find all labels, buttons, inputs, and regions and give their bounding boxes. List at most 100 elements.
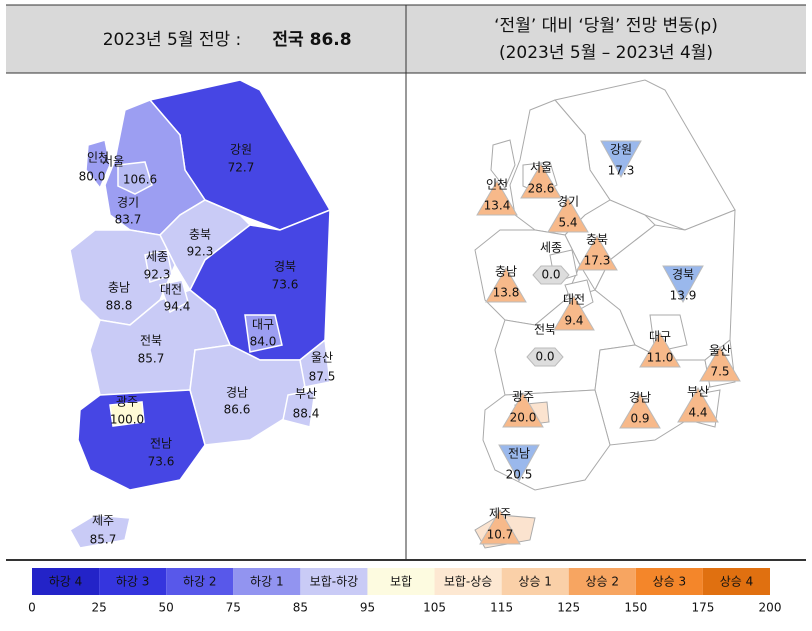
legend-swatch [635, 568, 703, 595]
region-name: 전남 [150, 437, 172, 451]
region-value: 4.4 [688, 406, 707, 420]
region-name: 대구 [649, 330, 671, 344]
region-name: 세종 [146, 250, 168, 264]
legend-tick: 85 [293, 601, 308, 615]
legend-tick: 175 [691, 601, 714, 615]
legend-label: 보합-하강 [310, 575, 359, 589]
legend-label: 하강 2 [183, 575, 217, 589]
legend-label: 하강 3 [116, 575, 150, 589]
region-name: 전북 [140, 334, 162, 348]
legend-swatch [367, 568, 435, 595]
region-value: 92.3 [144, 268, 171, 282]
direction-marker [498, 444, 540, 483]
region-name: 경기 [117, 196, 139, 210]
direction-marker [520, 163, 562, 199]
region [144, 249, 173, 283]
legend-swatch [501, 568, 569, 595]
header-right-sub: (2023년 5월 – 2023년 4월) [499, 43, 713, 63]
region-value: 85.7 [90, 533, 117, 547]
region-name: 강원 [230, 143, 252, 157]
region-name: 대전 [160, 283, 182, 297]
region-name: 강원 [610, 143, 632, 157]
region-name: 전북 [534, 323, 556, 337]
direction-marker [502, 392, 544, 428]
header-total: 전국 86.8 [272, 30, 351, 50]
legend-tick: 105 [423, 601, 446, 615]
legend-swatch [233, 568, 301, 595]
region-value: 10.7 [487, 528, 514, 542]
region-value: 20.0 [510, 411, 537, 425]
direction-marker [532, 265, 570, 285]
legend-label: 상승 3 [653, 575, 687, 589]
region-name: 부산 [687, 385, 709, 399]
header-left: 2023년 5월 전망 : [103, 30, 242, 50]
region-value: 94.4 [164, 300, 191, 314]
legend-tick: 150 [624, 601, 647, 615]
region-value: 0.0 [541, 268, 560, 282]
region-value: 5.4 [558, 216, 577, 230]
region-name: 광주 [512, 390, 534, 404]
region-name: 인천 [486, 177, 508, 192]
region-value: 92.3 [187, 245, 214, 259]
region-value: 9.4 [564, 314, 583, 328]
region-name: 제주 [489, 507, 511, 521]
region-value: 72.7 [228, 161, 255, 175]
direction-marker [600, 140, 642, 179]
region-name: 충남 [108, 281, 130, 295]
legend-tick: 125 [557, 601, 580, 615]
legend-swatch [434, 568, 502, 595]
direction-marker [699, 346, 741, 382]
region-value: 87.5 [309, 370, 336, 384]
region-value: 0.0 [535, 350, 554, 364]
direction-marker [479, 509, 521, 545]
region [490, 139, 516, 189]
region-name: 경남 [226, 386, 248, 400]
legend-label: 하강 1 [250, 575, 284, 589]
region-name: 서울 [102, 155, 124, 169]
region-value: 13.4 [484, 199, 511, 213]
legend-label: 보합-상승 [444, 575, 493, 589]
region [77, 389, 206, 491]
legend-label: 상승 1 [518, 575, 552, 589]
region [109, 401, 145, 427]
direction-marker [526, 347, 564, 367]
legend-tick: 115 [490, 601, 513, 615]
legend-swatch [32, 568, 100, 595]
legend-swatch [300, 568, 368, 595]
region-name: 울산 [709, 344, 731, 358]
legend-tick: 200 [759, 601, 782, 615]
region [68, 514, 131, 549]
region-name: 경북 [672, 268, 694, 282]
region-name: 충북 [189, 228, 211, 242]
region [299, 338, 331, 388]
direction-marker [619, 393, 661, 429]
region [85, 139, 111, 190]
direction-marker [662, 265, 704, 304]
region-value: 17.3 [584, 254, 611, 268]
region-value: 83.7 [115, 213, 142, 227]
region-value: 73.6 [148, 455, 175, 469]
region-value: 86.6 [224, 403, 251, 417]
legend-tick: 95 [360, 601, 375, 615]
region [244, 314, 283, 353]
region-value: 88.8 [106, 299, 133, 313]
legend-swatch [166, 568, 234, 595]
region-name: 충북 [586, 233, 608, 247]
region-value: 13.9 [670, 289, 697, 303]
region-value: 0.9 [630, 412, 649, 426]
region-name: 충남 [495, 265, 517, 279]
legend-swatch [702, 568, 770, 595]
direction-marker [553, 295, 595, 331]
region-name: 인천 [87, 150, 109, 165]
legend-label: 상승 2 [586, 575, 620, 589]
region-name: 대구 [252, 318, 274, 332]
region-value: 13.8 [493, 286, 520, 300]
region-name: 울산 [311, 351, 333, 365]
region-name: 제주 [92, 514, 114, 528]
region-name: 서울 [530, 161, 552, 175]
region-value: 11.0 [647, 351, 674, 365]
region [117, 161, 153, 195]
region-name: 전남 [508, 447, 530, 461]
region-value: 80.0 [79, 170, 106, 184]
